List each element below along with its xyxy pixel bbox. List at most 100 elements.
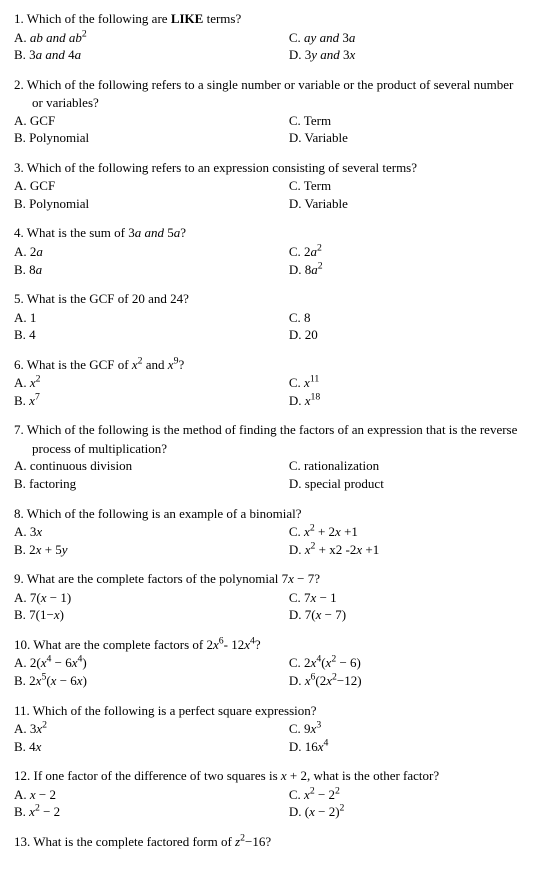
option-d: D. 7(x − 7) (289, 606, 523, 624)
question-text: 8. Which of the following is an example … (14, 505, 523, 523)
option-b: B. 2x + 5y (14, 541, 289, 559)
option-b: B. 2x5(x − 6x) (14, 672, 289, 690)
option-c: C. 2a2 (289, 243, 523, 261)
option-b: B. Polynomial (14, 129, 289, 147)
options-row: A. x2B. x7C. x11D. x18 (14, 374, 523, 409)
question-text: 4. What is the sum of 3a and 5a? (14, 224, 523, 242)
options-row: A. 7(x − 1)B. 7(1−x)C. 7x − 1D. 7(x − 7) (14, 589, 523, 624)
options-left: A. continuous divisionB. factoring (14, 457, 289, 492)
option-d: D. x18 (289, 392, 523, 410)
option-c: C. x11 (289, 374, 523, 392)
option-c: C. Term (289, 112, 523, 130)
options-left: A. 3x2B. 4x (14, 720, 289, 755)
options-left: A. GCFB. Polynomial (14, 112, 289, 147)
options-row: A. continuous divisionB. factoringC. rat… (14, 457, 523, 492)
option-b: B. factoring (14, 475, 289, 493)
question-text: 5. What is the GCF of 20 and 24? (14, 290, 523, 308)
option-c: C. 2x4(x2 − 6) (289, 654, 523, 672)
question-block: 8. Which of the following is an example … (14, 505, 523, 559)
options-row: A. 3xB. 2x + 5yC. x2 + 2x +1D. x2 + x2 -… (14, 523, 523, 558)
question-block: 12. If one factor of the difference of t… (14, 767, 523, 821)
options-left: A. 7(x − 1)B. 7(1−x) (14, 589, 289, 624)
option-d: D. 3y and 3x (289, 46, 523, 64)
option-a: A. GCF (14, 112, 289, 130)
option-d: D. Variable (289, 195, 523, 213)
question-continuation: or variables? (14, 94, 523, 112)
option-a: A. continuous division (14, 457, 289, 475)
question-text: 2. Which of the following refers to a si… (14, 76, 523, 94)
option-d: D. (x − 2)2 (289, 803, 523, 821)
option-a: A. 1 (14, 309, 289, 327)
option-d: D. 8a2 (289, 261, 523, 279)
question-text: 6. What is the GCF of x2 and x9? (14, 356, 523, 374)
question-block: 1. Which of the following are LIKE terms… (14, 10, 523, 64)
question-text: 12. If one factor of the difference of t… (14, 767, 523, 785)
question-block: 2. Which of the following refers to a si… (14, 76, 523, 147)
question-text: 11. Which of the following is a perfect … (14, 702, 523, 720)
options-right: C. x2 − 22D. (x − 2)2 (289, 786, 523, 821)
option-c: C. 8 (289, 309, 523, 327)
options-left: A. 3xB. 2x + 5y (14, 523, 289, 558)
options-row: A. 1B. 4C. 8D. 20 (14, 309, 523, 344)
options-right: C. 7x − 1D. 7(x − 7) (289, 589, 523, 624)
options-row: A. GCFB. PolynomialC. TermD. Variable (14, 177, 523, 212)
option-b: B. 4 (14, 326, 289, 344)
options-right: C. 9x3D. 16x4 (289, 720, 523, 755)
option-c: C. x2 − 22 (289, 786, 523, 804)
options-row: A. 2aB. 8aC. 2a2D. 8a2 (14, 243, 523, 278)
options-right: C. TermD. Variable (289, 177, 523, 212)
options-right: C. 2a2D. 8a2 (289, 243, 523, 278)
question-text: 13. What is the complete factored form o… (14, 833, 523, 851)
options-right: C. x2 + 2x +1D. x2 + x2 -2x +1 (289, 523, 523, 558)
option-a: A. x − 2 (14, 786, 289, 804)
option-d: D. 16x4 (289, 738, 523, 756)
question-block: 5. What is the GCF of 20 and 24?A. 1B. 4… (14, 290, 523, 344)
question-block: 4. What is the sum of 3a and 5a?A. 2aB. … (14, 224, 523, 278)
option-a: A. 2a (14, 243, 289, 261)
option-d: D. Variable (289, 129, 523, 147)
question-text: 10. What are the complete factors of 2x6… (14, 636, 523, 654)
question-text: 7. Which of the following is the method … (14, 421, 523, 439)
options-right: C. 2x4(x2 − 6)D. x6(2x2−12) (289, 654, 523, 689)
option-a: A. 3x2 (14, 720, 289, 738)
option-b: B. x2 − 2 (14, 803, 289, 821)
options-row: A. 2(x4 − 6x4)B. 2x5(x − 6x)C. 2x4(x2 − … (14, 654, 523, 689)
options-left: A. ab and ab2B. 3a and 4a (14, 29, 289, 64)
option-d: D. 20 (289, 326, 523, 344)
options-right: C. 8D. 20 (289, 309, 523, 344)
question-block: 3. Which of the following refers to an e… (14, 159, 523, 213)
option-b: B. 3a and 4a (14, 46, 289, 64)
question-block: 13. What is the complete factored form o… (14, 833, 523, 851)
question-block: 11. Which of the following is a perfect … (14, 702, 523, 756)
options-right: C. rationalizationD. special product (289, 457, 523, 492)
options-left: A. 1B. 4 (14, 309, 289, 344)
option-a: A. x2 (14, 374, 289, 392)
question-continuation: process of multiplication? (14, 440, 523, 458)
option-b: B. 8a (14, 261, 289, 279)
option-c: C. ay and 3a (289, 29, 523, 47)
options-row: A. ab and ab2B. 3a and 4aC. ay and 3aD. … (14, 29, 523, 64)
option-a: A. GCF (14, 177, 289, 195)
question-block: 7. Which of the following is the method … (14, 421, 523, 492)
option-a: A. ab and ab2 (14, 29, 289, 47)
question-text: 3. Which of the following refers to an e… (14, 159, 523, 177)
option-d: D. special product (289, 475, 523, 493)
options-right: C. ay and 3aD. 3y and 3x (289, 29, 523, 64)
option-b: B. x7 (14, 392, 289, 410)
options-left: A. 2(x4 − 6x4)B. 2x5(x − 6x) (14, 654, 289, 689)
option-c: C. 9x3 (289, 720, 523, 738)
options-right: C. TermD. Variable (289, 112, 523, 147)
option-c: C. x2 + 2x +1 (289, 523, 523, 541)
question-text: 1. Which of the following are LIKE terms… (14, 10, 523, 28)
option-b: B. 4x (14, 738, 289, 756)
options-left: A. x2B. x7 (14, 374, 289, 409)
options-row: A. x − 2B. x2 − 2C. x2 − 22D. (x − 2)2 (14, 786, 523, 821)
option-d: D. x2 + x2 -2x +1 (289, 541, 523, 559)
option-d: D. x6(2x2−12) (289, 672, 523, 690)
options-left: A. GCFB. Polynomial (14, 177, 289, 212)
option-c: C. 7x − 1 (289, 589, 523, 607)
option-a: A. 2(x4 − 6x4) (14, 654, 289, 672)
options-row: A. GCFB. PolynomialC. TermD. Variable (14, 112, 523, 147)
options-left: A. x − 2B. x2 − 2 (14, 786, 289, 821)
option-c: C. rationalization (289, 457, 523, 475)
